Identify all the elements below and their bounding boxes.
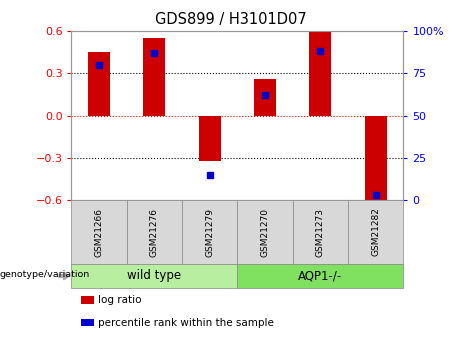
Text: GSM21270: GSM21270 <box>260 207 270 257</box>
Text: GSM21273: GSM21273 <box>316 207 325 257</box>
Text: GSM21276: GSM21276 <box>150 207 159 257</box>
Bar <box>88 52 110 116</box>
Text: GSM21282: GSM21282 <box>371 208 380 256</box>
Text: GSM21266: GSM21266 <box>95 207 104 257</box>
Text: log ratio: log ratio <box>98 295 142 305</box>
Bar <box>254 79 276 116</box>
Text: GDS899 / H3101D07: GDS899 / H3101D07 <box>154 12 307 27</box>
Text: wild type: wild type <box>127 269 182 283</box>
Text: GSM21279: GSM21279 <box>205 207 214 257</box>
Text: AQP1-/-: AQP1-/- <box>298 269 343 283</box>
Text: percentile rank within the sample: percentile rank within the sample <box>98 318 274 327</box>
Bar <box>199 116 221 161</box>
Text: genotype/variation: genotype/variation <box>0 270 90 279</box>
Bar <box>143 38 165 116</box>
Bar <box>365 116 387 200</box>
Bar <box>309 32 331 116</box>
